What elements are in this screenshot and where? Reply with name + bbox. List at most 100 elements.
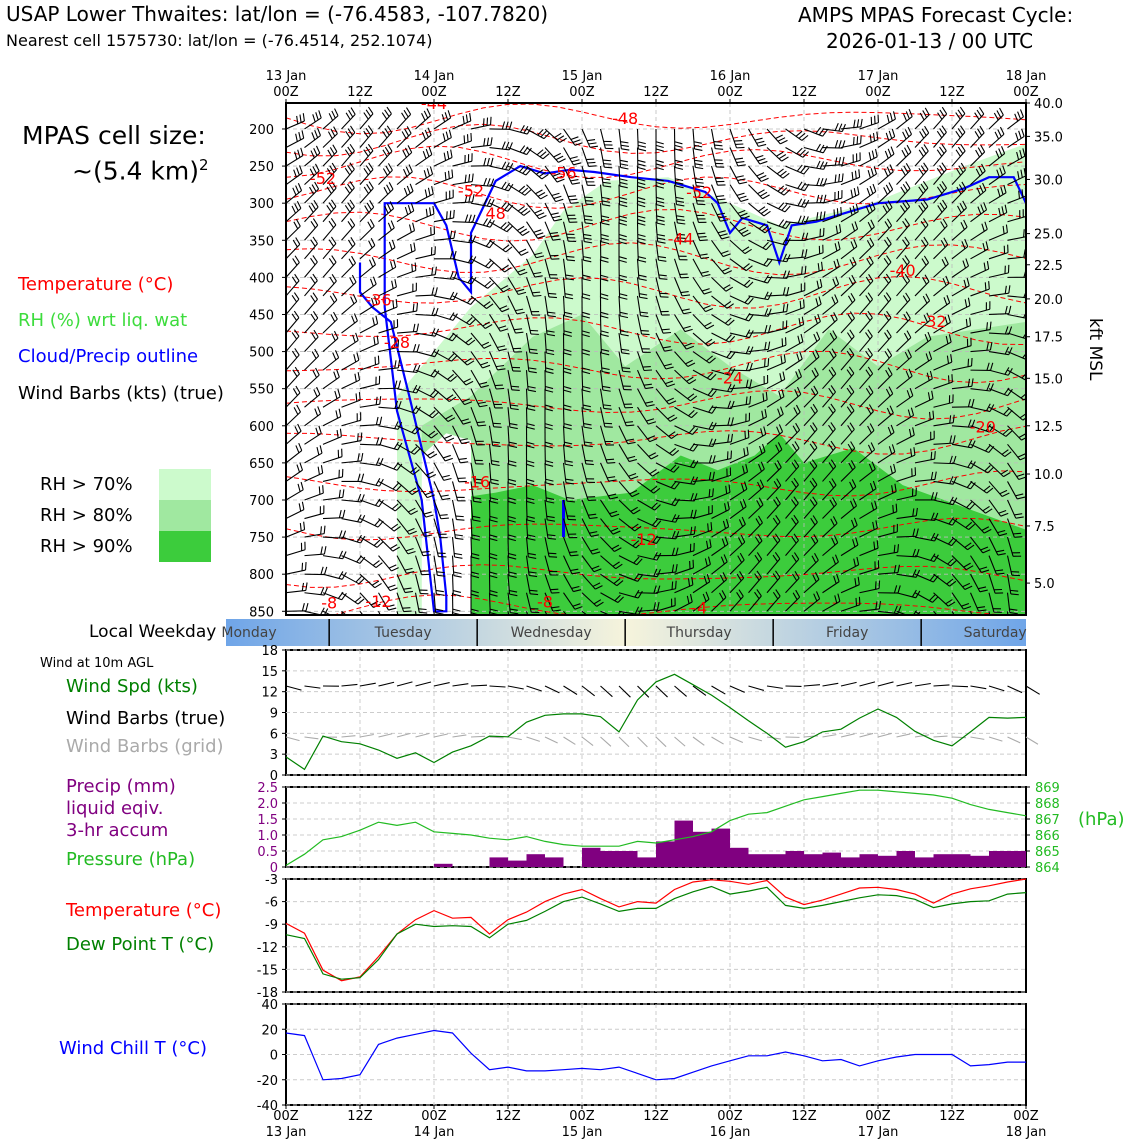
wind-barb-flag bbox=[828, 406, 834, 414]
wind-barb-flag bbox=[328, 258, 335, 266]
wind-barb-flag bbox=[412, 384, 418, 393]
wind-barb bbox=[286, 354, 300, 371]
wind-barb-flag bbox=[618, 241, 627, 245]
wind-barb bbox=[286, 207, 302, 223]
wind-barb-flag bbox=[340, 612, 344, 615]
wind-barb-flag bbox=[998, 207, 1001, 216]
wind-barb-flag bbox=[932, 596, 939, 603]
wind-barb bbox=[415, 294, 436, 297]
wind-barb-flag bbox=[984, 282, 987, 291]
wind-barb-flag bbox=[635, 542, 643, 549]
wind-barb-flag bbox=[621, 148, 630, 151]
wind-barb-flag bbox=[937, 205, 943, 213]
wind-barb-flag bbox=[366, 183, 372, 192]
wind-barb-flag bbox=[449, 210, 452, 219]
wind-barb-flag bbox=[320, 566, 324, 575]
wind-barb-flag bbox=[404, 567, 413, 571]
wind-barb-flag bbox=[385, 165, 391, 174]
wind-barb-flag bbox=[332, 144, 338, 152]
wind-barb-flag bbox=[867, 221, 873, 230]
wind-barb-flag bbox=[310, 220, 316, 229]
wind-barb-flag bbox=[884, 332, 890, 340]
wind-barb-flag bbox=[536, 212, 545, 217]
wind-barb-flag bbox=[655, 159, 664, 163]
precip-label-1: Precip (mm) bbox=[66, 776, 176, 797]
wind-barb bbox=[286, 262, 300, 278]
wind-barb-flag bbox=[291, 276, 298, 284]
wind-barb-flag bbox=[913, 447, 916, 456]
wind-barb-flag bbox=[429, 207, 432, 216]
wind-barb-flag bbox=[1001, 206, 1005, 215]
wind-barb-flag bbox=[429, 389, 436, 397]
wind-barb-flag bbox=[763, 426, 767, 435]
wind-barb-flag bbox=[1009, 608, 1018, 611]
wind-barb-flag bbox=[487, 282, 495, 289]
wind-barb-flag bbox=[312, 311, 319, 319]
wind-barb-flag bbox=[756, 552, 763, 560]
wind-barb-flag bbox=[592, 551, 601, 555]
wind-barb-flag bbox=[344, 149, 351, 157]
wind-barb-flag bbox=[547, 315, 556, 318]
wind-barb-flag bbox=[533, 229, 542, 233]
wind-barb-flag bbox=[429, 453, 438, 459]
wind-barb-flag bbox=[410, 510, 419, 516]
wind-barb-flag bbox=[528, 367, 537, 370]
wind-barb-flag bbox=[829, 332, 835, 341]
wind-barb-flag bbox=[618, 259, 627, 263]
wind-barb-flag bbox=[582, 371, 591, 375]
wind-barb-flag bbox=[831, 478, 837, 486]
pressure-tick-label: 800 bbox=[249, 568, 274, 583]
wind-barb-flag bbox=[669, 416, 678, 422]
wind-barb-flag bbox=[664, 349, 673, 352]
wind-barb-flag bbox=[296, 464, 301, 473]
precip-bar bbox=[637, 857, 656, 867]
wind-barb-flag bbox=[831, 296, 836, 305]
wind-barb-flag bbox=[955, 112, 961, 120]
wind-barb-flag bbox=[1005, 430, 1013, 437]
wind-barb-flag bbox=[395, 299, 398, 308]
wind-barb-flag bbox=[294, 203, 299, 212]
wind-barb bbox=[470, 124, 491, 130]
wind-barb bbox=[341, 573, 360, 585]
wind-barb-flag bbox=[740, 198, 749, 203]
wind-barb-flag bbox=[571, 571, 580, 575]
wind-barb-flag bbox=[466, 360, 475, 366]
wind-barb-flag bbox=[620, 166, 629, 170]
wind-barb-flag bbox=[620, 163, 629, 166]
wind-barb-flag bbox=[791, 536, 797, 544]
wind-barb bbox=[470, 276, 489, 289]
wind-barb-flag bbox=[600, 315, 609, 319]
wind-barb-flag bbox=[853, 119, 856, 128]
cell-size-label: MPAS cell size: bbox=[22, 121, 206, 150]
wind-barb-flag bbox=[535, 232, 544, 236]
wind-barb-flag bbox=[600, 311, 609, 315]
windchill-ytick-label: 20 bbox=[261, 1023, 278, 1038]
pressure-tick-label: 550 bbox=[249, 383, 274, 398]
wind-barb bbox=[286, 549, 306, 557]
wind-barb-flag bbox=[396, 463, 403, 471]
wind-barb-flag bbox=[764, 358, 766, 367]
wind-barb bbox=[562, 407, 565, 428]
wind-barb-flag bbox=[600, 330, 609, 334]
wind-barb-flag bbox=[345, 130, 351, 139]
wind-barb-flag bbox=[902, 257, 908, 266]
wind-barb-flag bbox=[658, 274, 667, 277]
wind-barb-flag bbox=[952, 414, 955, 423]
temp-ytick-label: -6 bbox=[265, 896, 278, 911]
wind-barb-flag bbox=[569, 156, 578, 160]
wind-barb-flag bbox=[615, 563, 623, 570]
wind-barb-flag bbox=[544, 408, 553, 412]
wind-barb-flag bbox=[555, 155, 564, 161]
wind-barb-flag bbox=[997, 129, 1002, 137]
wind-barb-flag bbox=[368, 106, 374, 115]
wind-barb-flag bbox=[311, 132, 316, 141]
wind-barb-flag bbox=[656, 222, 665, 226]
top-hour-label: 12Z bbox=[939, 85, 965, 100]
wind-barb-flag bbox=[947, 601, 956, 607]
wind-barb-flag bbox=[552, 238, 561, 241]
wind-barb-flag bbox=[875, 601, 878, 610]
wind-barb-flag bbox=[588, 142, 597, 145]
wind-barb-flag bbox=[754, 573, 760, 581]
wind-barb-flag bbox=[641, 333, 650, 336]
wind-barb-flag bbox=[637, 144, 647, 148]
